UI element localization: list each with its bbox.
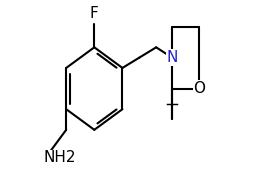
Text: NH2: NH2 (44, 150, 76, 165)
Text: N: N (166, 50, 178, 65)
Text: F: F (90, 6, 99, 21)
Text: O: O (193, 81, 205, 96)
